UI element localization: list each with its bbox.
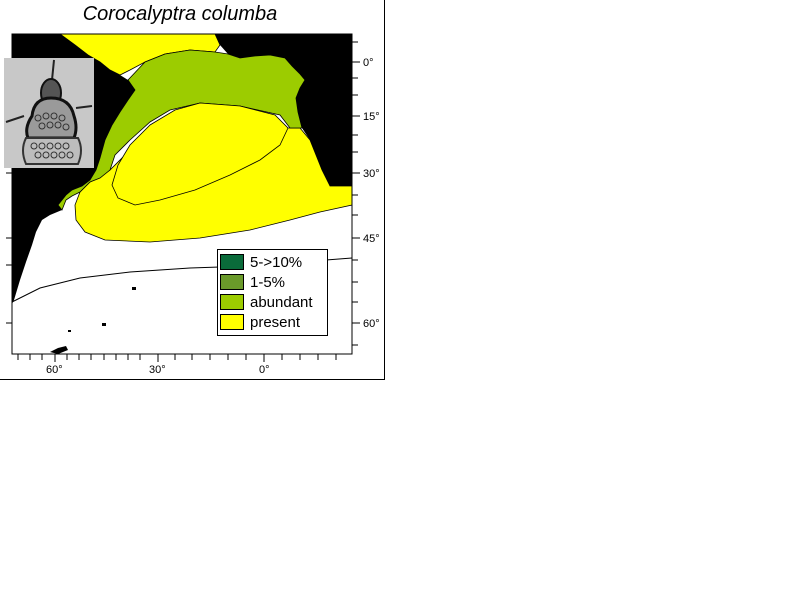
figure-frame	[0, 0, 385, 380]
present-region-core	[111, 102, 289, 206]
lon-label-30: 30°	[149, 364, 166, 376]
legend-item: 5->10%	[220, 252, 325, 272]
specimen-icon	[5, 59, 93, 165]
lat-label-45: 45°	[363, 233, 380, 245]
map-legend: 5->10% 1-5% abundant present	[217, 249, 328, 336]
legend-swatch	[220, 254, 244, 270]
island	[50, 346, 68, 354]
legend-label: present	[250, 313, 301, 331]
legend-item: 1-5%	[220, 272, 325, 292]
africa-land	[215, 34, 352, 186]
lat-label-30: 30°	[363, 168, 380, 180]
legend-swatch	[220, 274, 244, 290]
legend-item: present	[220, 312, 325, 332]
island	[102, 323, 106, 326]
lon-label-60: 60°	[46, 364, 63, 376]
lon-label-0: 0°	[259, 364, 270, 376]
radiolarian-specimen-image	[4, 58, 94, 168]
right-ticks	[352, 41, 360, 346]
island	[132, 287, 136, 290]
island	[68, 330, 71, 332]
legend-label: 1-5%	[250, 273, 286, 291]
legend-swatch	[220, 294, 244, 310]
present-region-north	[58, 33, 221, 76]
lat-label-60: 60°	[363, 318, 380, 330]
legend-item: abundant	[220, 292, 325, 312]
map-title: Corocalyptra columba	[82, 3, 278, 25]
abundant-region	[57, 49, 306, 211]
legend-swatch	[220, 314, 244, 330]
lat-label-0: 0°	[363, 57, 374, 69]
lat-label-15: 15°	[363, 111, 380, 123]
bottom-ticks	[17, 354, 337, 362]
legend-label: 5->10%	[250, 253, 303, 271]
map-border	[11, 33, 353, 355]
distribution-map: 0° 15° 30° 45° 60° 60° 30° 0°	[6, 33, 380, 376]
legend-label: abundant	[250, 293, 313, 311]
